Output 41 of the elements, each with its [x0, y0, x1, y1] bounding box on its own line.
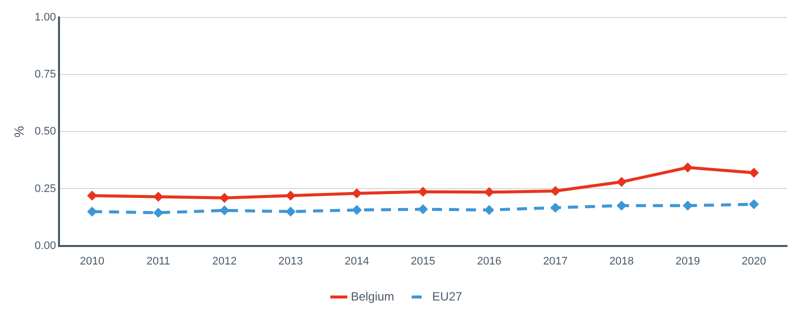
x-tick-label: 2012	[212, 255, 237, 268]
point	[616, 176, 627, 187]
y-tick-label: 0.00	[34, 240, 56, 252]
point	[418, 186, 428, 197]
x-tick-label: 2017	[543, 255, 568, 268]
point	[352, 188, 362, 198]
x-tick-label: 2010	[80, 255, 104, 268]
point	[87, 206, 98, 217]
x-tick-label: 2013	[278, 255, 303, 268]
point	[616, 200, 627, 211]
point	[219, 205, 230, 216]
point	[748, 168, 759, 178]
point	[484, 187, 494, 198]
point	[748, 199, 759, 210]
point	[219, 192, 230, 203]
point	[550, 202, 560, 213]
x-tick-label: 2011	[146, 255, 170, 268]
point	[682, 162, 693, 173]
point	[286, 206, 296, 217]
y-tick-label: 0.25	[34, 182, 56, 195]
point	[418, 204, 428, 214]
y-tick-label: 0.50	[34, 126, 56, 138]
point	[682, 200, 693, 211]
x-tick-label: 2016	[476, 255, 502, 268]
x-tick-label: 2014	[344, 255, 370, 268]
y-tick-label: 0.75	[34, 68, 56, 81]
legend-label: Belgium	[350, 289, 394, 304]
point	[484, 204, 494, 215]
x-tick-label: 2015	[410, 255, 436, 268]
y-tick-label: 1.00	[34, 12, 56, 24]
point	[153, 192, 164, 202]
point	[153, 208, 164, 218]
point	[550, 186, 560, 196]
x-tick-label: 2019	[675, 255, 700, 268]
legend-label: EU27	[432, 289, 463, 304]
y-axis-title: %	[11, 125, 26, 138]
x-tick-label: 2018	[609, 255, 634, 268]
point	[352, 204, 362, 215]
x-tick-label: 2020	[742, 255, 766, 268]
point	[286, 190, 296, 201]
point	[87, 190, 98, 201]
